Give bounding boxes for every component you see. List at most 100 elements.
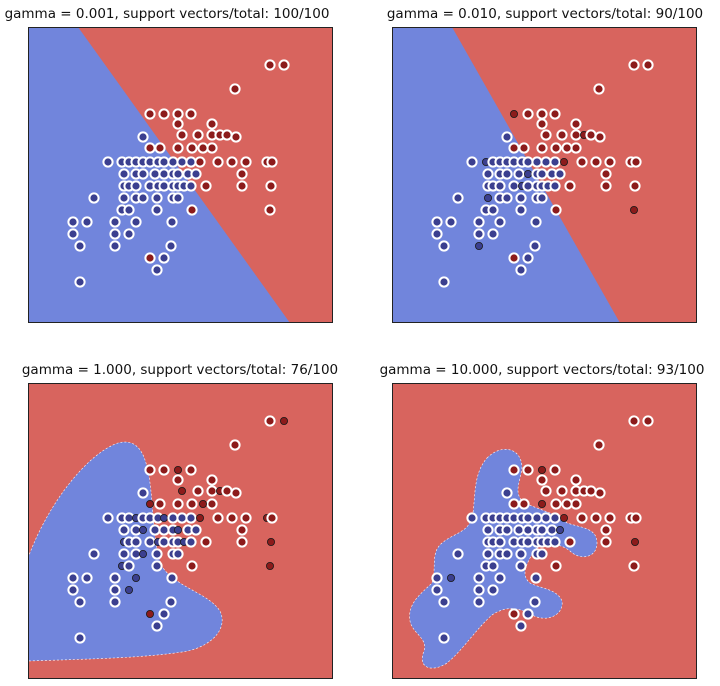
data-point bbox=[628, 415, 640, 427]
data-point bbox=[473, 228, 485, 240]
data-point bbox=[149, 168, 161, 180]
data-point bbox=[158, 168, 170, 180]
data-point bbox=[158, 608, 170, 620]
data-point bbox=[501, 192, 513, 204]
data-point bbox=[264, 204, 276, 216]
data-point bbox=[206, 485, 218, 497]
data-point bbox=[540, 129, 552, 141]
data-point bbox=[501, 168, 513, 180]
data-point bbox=[165, 596, 177, 608]
scatter-plot bbox=[392, 383, 697, 679]
data-point bbox=[146, 500, 155, 509]
data-point bbox=[206, 474, 218, 486]
data-point bbox=[438, 632, 450, 644]
data-point bbox=[529, 596, 541, 608]
data-point bbox=[530, 216, 542, 228]
data-point bbox=[158, 536, 170, 548]
data-point bbox=[630, 537, 639, 546]
data-point bbox=[154, 142, 166, 154]
data-point bbox=[630, 156, 642, 168]
data-point bbox=[264, 415, 276, 427]
data-point bbox=[531, 512, 543, 524]
data-point bbox=[484, 193, 493, 202]
data-point bbox=[513, 168, 525, 180]
data-point bbox=[185, 464, 197, 476]
data-point bbox=[570, 129, 582, 141]
data-point bbox=[144, 108, 156, 120]
data-point bbox=[137, 168, 149, 180]
data-point bbox=[137, 192, 149, 204]
data-point bbox=[154, 498, 166, 510]
data-point bbox=[494, 536, 506, 548]
data-point bbox=[173, 466, 182, 475]
data-point bbox=[186, 560, 198, 572]
data-point bbox=[561, 142, 573, 154]
data-point bbox=[109, 216, 121, 228]
data-point bbox=[590, 512, 602, 524]
data-point bbox=[109, 240, 121, 252]
data-point bbox=[522, 252, 534, 264]
data-point bbox=[67, 584, 79, 596]
data-point bbox=[522, 608, 534, 620]
data-point bbox=[529, 240, 541, 252]
data-point bbox=[81, 216, 93, 228]
data-point bbox=[522, 156, 534, 168]
data-point bbox=[265, 180, 277, 192]
data-point bbox=[151, 264, 163, 276]
data-point bbox=[501, 524, 513, 536]
data-point bbox=[550, 204, 562, 216]
class0-region bbox=[409, 449, 598, 669]
data-point bbox=[118, 168, 130, 180]
data-point bbox=[74, 276, 86, 288]
data-point bbox=[522, 180, 534, 192]
data-point bbox=[518, 498, 530, 510]
data-point bbox=[466, 156, 478, 168]
data-point bbox=[195, 513, 204, 522]
data-point bbox=[550, 142, 562, 154]
data-point bbox=[629, 205, 638, 214]
data-point bbox=[501, 131, 513, 143]
data-point bbox=[81, 572, 93, 584]
data-point bbox=[576, 512, 588, 524]
data-point bbox=[628, 560, 640, 572]
data-point bbox=[431, 216, 443, 228]
data-point bbox=[240, 512, 252, 524]
data-point bbox=[102, 156, 114, 168]
data-point bbox=[536, 548, 548, 560]
data-point bbox=[564, 536, 576, 548]
plot-frame bbox=[392, 27, 697, 323]
data-point bbox=[123, 228, 135, 240]
data-point bbox=[508, 142, 520, 154]
data-point bbox=[508, 608, 520, 620]
data-point bbox=[487, 584, 499, 596]
data-point bbox=[438, 240, 450, 252]
data-point bbox=[185, 156, 197, 168]
data-point bbox=[530, 572, 542, 584]
data-point bbox=[221, 485, 233, 497]
data-point bbox=[144, 142, 156, 154]
data-point bbox=[67, 216, 79, 228]
data-point bbox=[540, 485, 552, 497]
data-point bbox=[109, 228, 121, 240]
data-point bbox=[118, 192, 130, 204]
data-point bbox=[192, 485, 204, 497]
data-point bbox=[137, 131, 149, 143]
data-point bbox=[173, 525, 182, 534]
data-point bbox=[537, 500, 546, 509]
data-point bbox=[549, 536, 561, 548]
data-point bbox=[536, 168, 548, 180]
data-point bbox=[536, 474, 548, 486]
data-point bbox=[522, 512, 534, 524]
data-point bbox=[642, 415, 654, 427]
data-point bbox=[554, 168, 566, 180]
data-point bbox=[279, 417, 288, 426]
data-point bbox=[546, 524, 558, 536]
data-point bbox=[447, 573, 456, 582]
data-point bbox=[186, 204, 198, 216]
data-point bbox=[172, 548, 184, 560]
chart-title: gamma = 10.000, support vectors/total: 9… bbox=[379, 362, 705, 378]
data-point bbox=[536, 142, 548, 154]
data-point bbox=[515, 548, 527, 560]
chart-title: gamma = 1.000, support vectors/total: 76… bbox=[21, 362, 339, 378]
data-point bbox=[570, 498, 582, 510]
